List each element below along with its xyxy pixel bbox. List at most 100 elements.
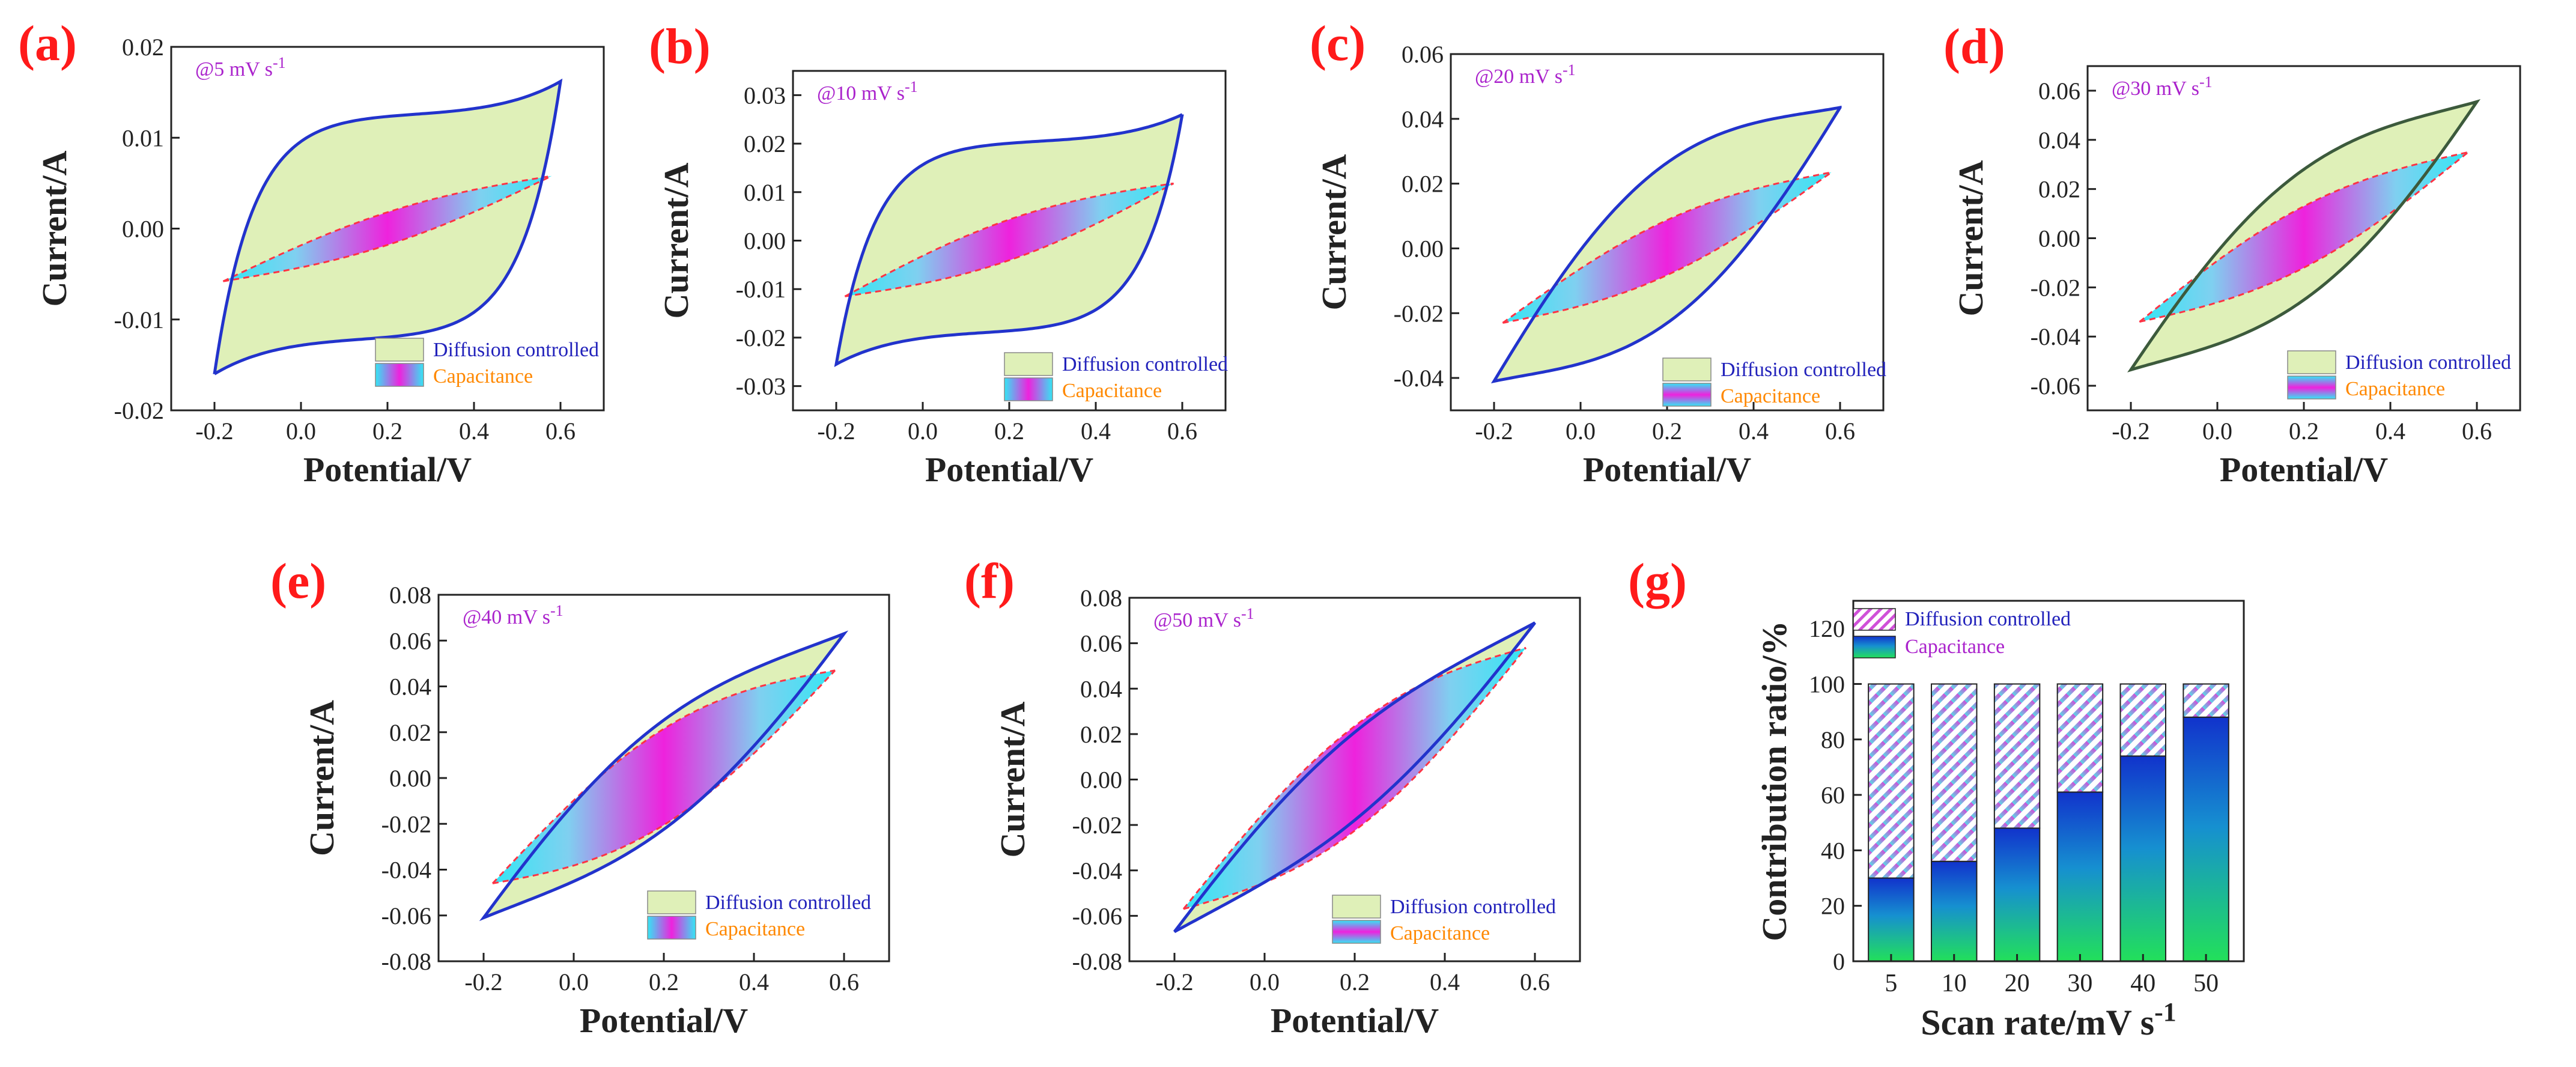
x-tick-label-c: 0.4: [1739, 418, 1769, 445]
legend-label-diffusion-e: Diffusion controlled: [705, 892, 871, 914]
y-tick-label-a: -0.01: [114, 306, 164, 333]
x-tick-label-b: 0.6: [1167, 418, 1197, 445]
legend-swatch-diffusion-e: [647, 890, 696, 914]
x-tick-label-g: 10: [1942, 970, 1967, 997]
y-tick-label-g: 40: [1821, 837, 1845, 864]
panel-label-f: (f): [964, 553, 1015, 609]
scan-rate-label-d: @30 mV s-1: [2112, 73, 2213, 100]
capacitive-area-d: [2139, 152, 2468, 322]
bar-capacitance-30: [2056, 791, 2104, 962]
bar-diffusion-10: [1931, 683, 1978, 862]
legend-label-diffusion-c: Diffusion controlled: [1721, 359, 1886, 381]
y-tick-label-b: 0.01: [744, 179, 786, 206]
y-tick-label-g: 80: [1821, 726, 1845, 753]
panel-label-c: (c): [1310, 16, 1365, 71]
x-tick-label-f: 0.2: [1340, 968, 1370, 996]
x-tick-label-e: 0.6: [829, 968, 859, 996]
legend-label-capacitance-a: Capacitance: [433, 365, 533, 388]
legend-label-capacitance-e: Capacitance: [705, 918, 805, 940]
panel-label-a: (a): [18, 16, 77, 71]
y-tick-label-b: -0.02: [736, 324, 786, 351]
x-axis-label-c: Potential/V: [1583, 450, 1751, 489]
y-tick-label-e: 0.04: [389, 673, 431, 701]
y-axis-label-e: Current/A: [302, 700, 341, 856]
panel-label-b: (b): [649, 19, 711, 74]
x-tick-label-e: 0.0: [559, 968, 589, 996]
legend-label-diffusion-f: Diffusion controlled: [1390, 896, 1556, 918]
y-tick-label-f: -0.02: [1072, 812, 1122, 839]
y-tick-label-g: 20: [1821, 893, 1845, 920]
y-tick-label-f: 0.02: [1080, 721, 1122, 748]
bar-capacitance-40: [2119, 755, 2166, 962]
x-axis-label-d: Potential/V: [2220, 450, 2388, 489]
y-axis-label-d: Current/A: [1951, 160, 1990, 316]
panel-f: -0.2 0.0 0.2 0.4 0.6 -0.08 -0.06 -0.04 -0.02 0.00…: [964, 553, 1581, 1040]
capacitive-upper-dash-d: [2139, 151, 2468, 323]
legend-swatch-capacitance-a: [375, 363, 424, 387]
legend-swatch-diffusion-a: [375, 338, 424, 362]
x-axis-label-g-sup: -1: [2154, 997, 2177, 1027]
y-axis-label-f: Current/A: [993, 701, 1032, 857]
capacitive-lower-dash-b: [845, 182, 1174, 297]
scan-rate-label-a: @5 mV s-1: [195, 54, 286, 81]
legend-swatch-capacitance-c: [1662, 383, 1712, 407]
y-tick-label-c: 0.04: [1402, 106, 1444, 133]
capacitive-area-c: [1502, 172, 1832, 323]
legend-swatch-capacitance-b: [1004, 377, 1053, 401]
x-tick-label-f: 0.4: [1430, 968, 1460, 996]
x-tick-label-g: 40: [2130, 970, 2155, 997]
x-tick-label-g: 50: [2193, 970, 2219, 997]
scan-rate-label-b-main: @10 mV s: [817, 82, 905, 105]
legend-label-capacitance-d: Capacitance: [2345, 378, 2445, 400]
x-tick-label-a: 0.2: [372, 418, 402, 445]
x-tick-label-g: 20: [2005, 970, 2030, 997]
x-axis-label-g: Scan rate/mV s-1: [1921, 997, 2177, 1042]
legend-label-capacitance-f: Capacitance: [1390, 922, 1490, 944]
x-tick-label-a: 0.0: [286, 418, 316, 445]
panel-label-e: (e): [270, 553, 326, 609]
y-tick-label-e: -0.06: [381, 902, 431, 929]
y-tick-label-c: -0.04: [1394, 365, 1444, 392]
scan-rate-label-a-main: @5 mV s: [195, 58, 273, 81]
capacitive-upper-dash-b: [844, 182, 1174, 297]
y-tick-label-d: 0.02: [2038, 176, 2080, 203]
y-tick-label-d: -0.06: [2031, 372, 2080, 400]
capacitive-lower-dash-a: [223, 175, 553, 282]
y-tick-label-c: -0.02: [1394, 300, 1444, 327]
y-tick-label-a: 0.02: [122, 34, 164, 61]
legend-swatch-capacitance-f: [1332, 920, 1381, 944]
y-axis-label-a: Current/A: [35, 150, 74, 306]
bar-diffusion-30: [2056, 683, 2104, 793]
panel-label-g: (g): [1628, 553, 1687, 609]
y-tick-label-g: 60: [1821, 782, 1845, 809]
y-tick-label-c: 0.06: [1402, 41, 1444, 68]
panel-d: -0.2 0.0 0.2 0.4 0.6 -0.06 -0.04 -0.02 0.00 0.02 0…: [1943, 19, 2521, 489]
x-axis-label-e: Potential/V: [580, 1001, 748, 1040]
legend-label-diffusion-g: Diffusion controlled: [1905, 608, 2071, 630]
scan-rate-label-c: @20 mV s-1: [1475, 61, 1576, 88]
plot-frame-g: [1852, 600, 2245, 962]
cv-curve-b: [834, 113, 1184, 367]
bar-diffusion-20: [1993, 683, 2041, 829]
y-tick-label-e: 0.00: [389, 765, 431, 792]
y-tick-label-d: -0.04: [2031, 323, 2080, 350]
x-tick-label-g: 30: [2067, 970, 2092, 997]
scan-rate-label-d-main: @30 mV s: [2112, 78, 2199, 100]
y-tick-label-f: 0.08: [1080, 585, 1122, 612]
x-axis-label-b: Potential/V: [925, 450, 1093, 489]
cv-curve-f: [1173, 621, 1536, 933]
y-tick-label-e: 0.06: [389, 627, 431, 654]
x-axis-label-g-main: Scan rate/mV s: [1921, 1003, 2154, 1042]
scan-rate-label-e-main: @40 mV s: [463, 606, 550, 628]
y-tick-label-a: 0.00: [122, 216, 164, 243]
capacitive-lower-dash-e: [492, 669, 836, 884]
y-axis-label-b: Current/A: [657, 162, 696, 318]
y-tick-label-e: 0.08: [389, 582, 431, 609]
x-tick-label-d: -0.2: [2112, 418, 2149, 445]
y-tick-label-c: 0.02: [1402, 171, 1444, 198]
capacitive-lower-dash-d: [2139, 151, 2469, 323]
x-tick-label-d: 0.6: [2462, 418, 2492, 445]
legend-swatch-diffusion-g: [1853, 608, 1896, 631]
cv-curve-e: [479, 630, 849, 922]
legend-label-diffusion-b: Diffusion controlled: [1062, 353, 1228, 375]
